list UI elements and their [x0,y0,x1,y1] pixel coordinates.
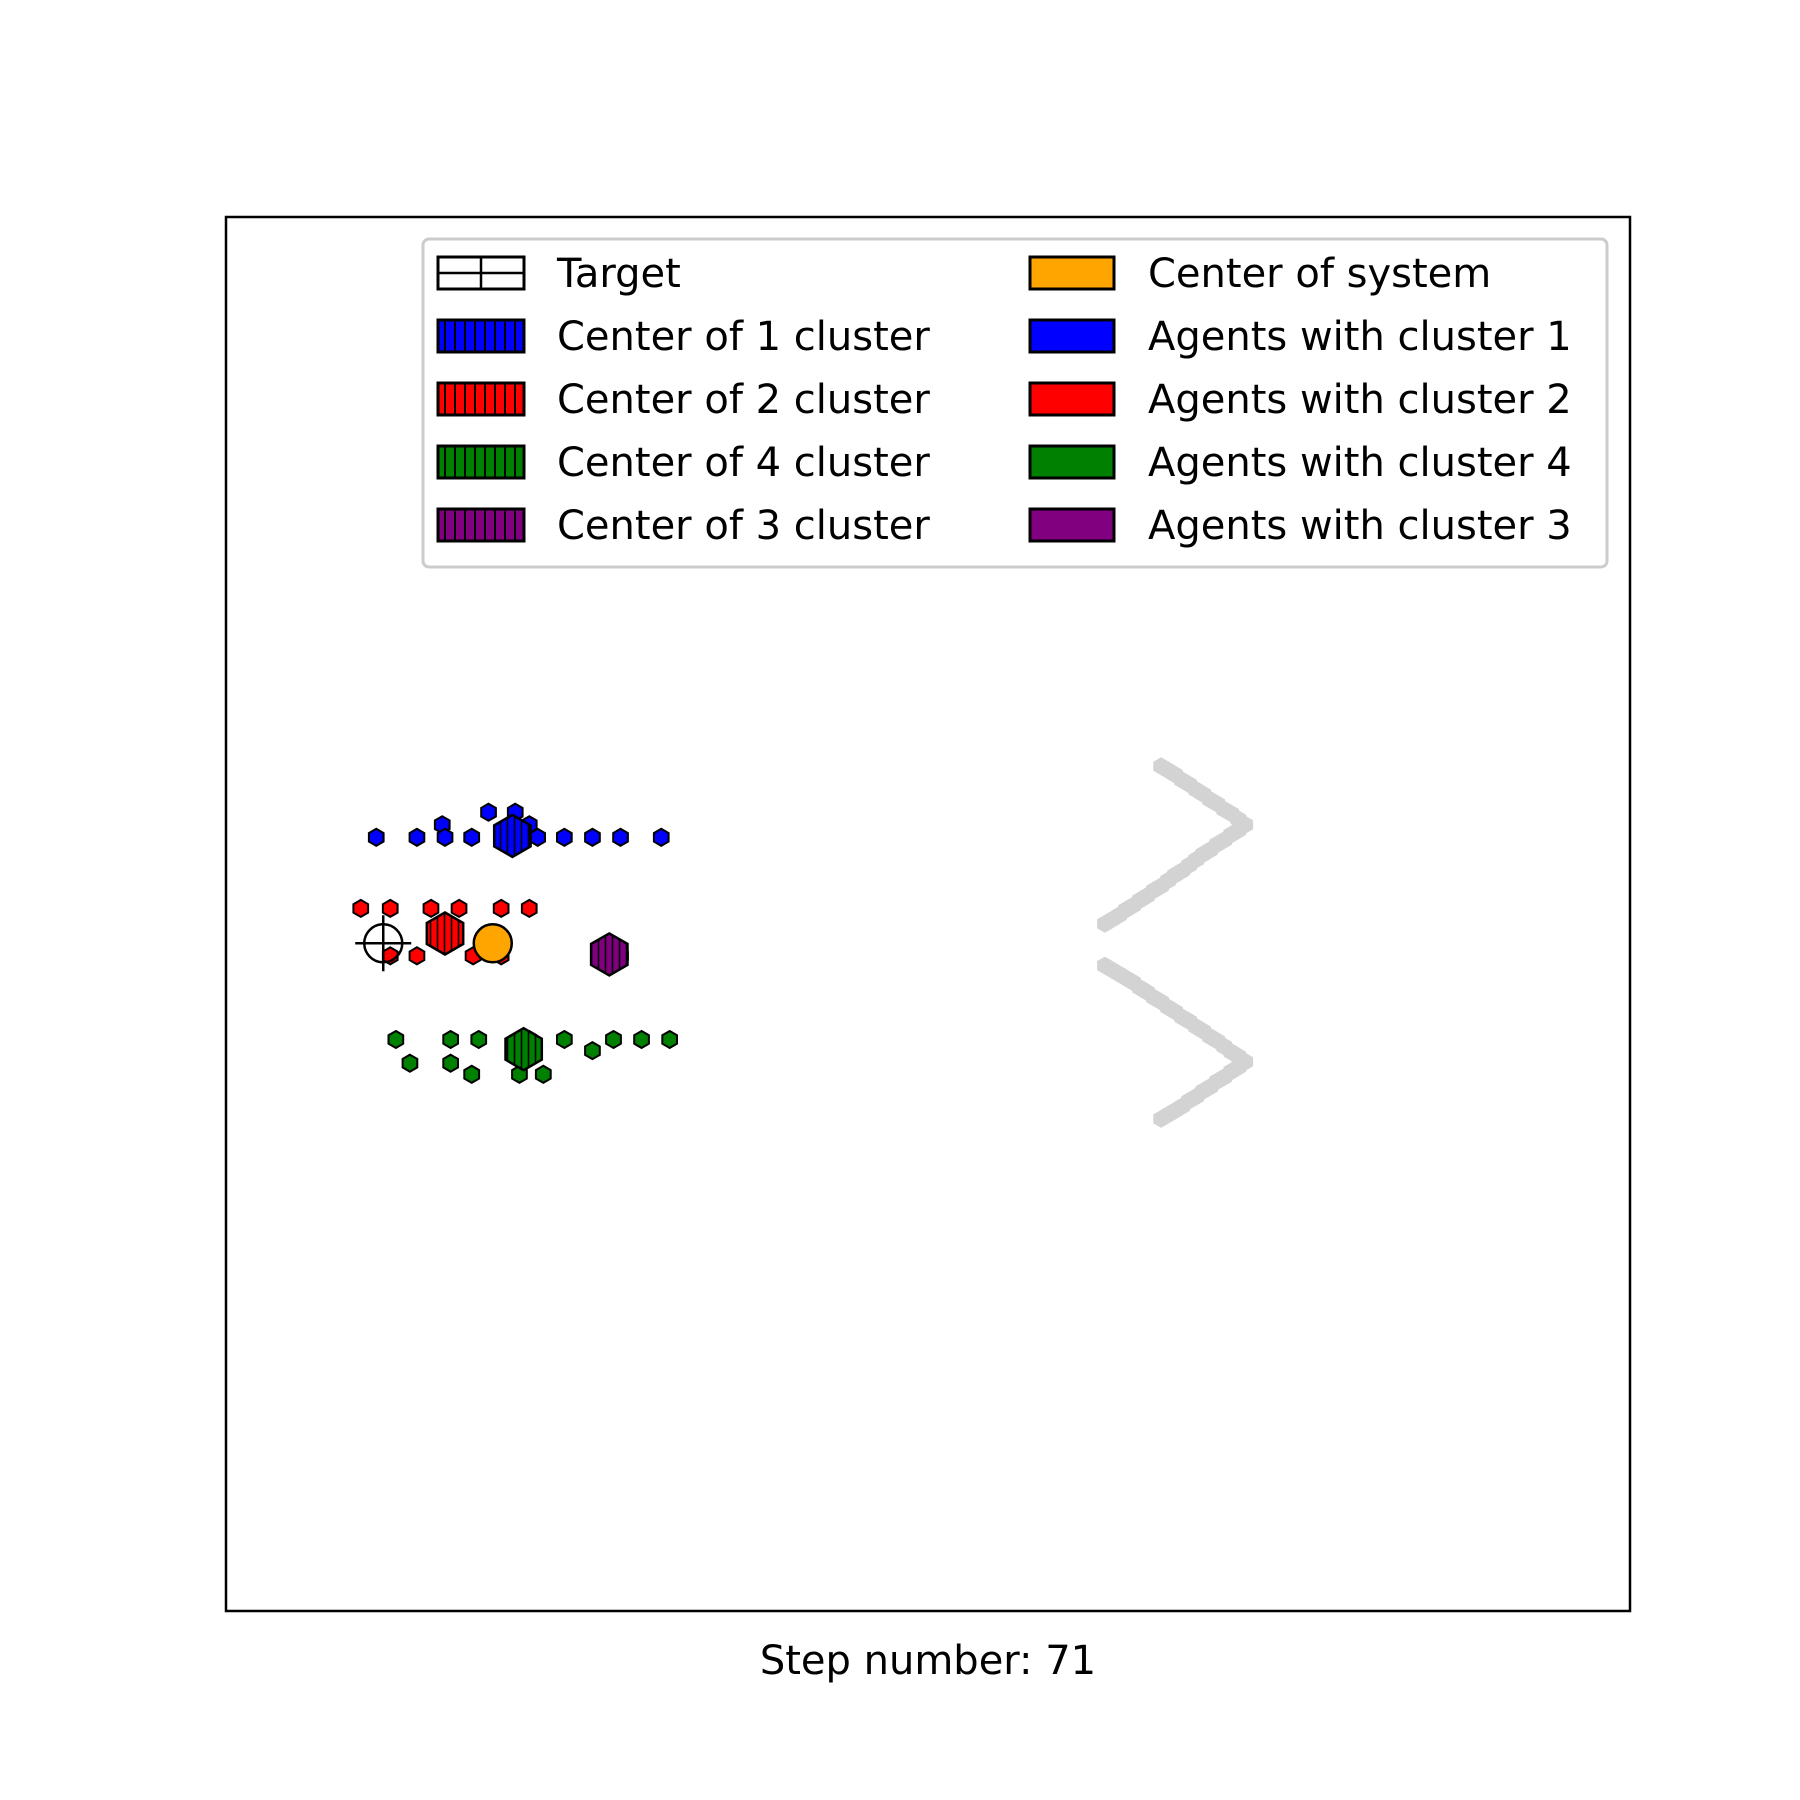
agent-cluster-4-point [633,1029,650,1050]
legend-entry: Agents with cluster 4 [1028,440,1572,486]
legend-entry: Center of 1 cluster [436,314,930,360]
plot-area [352,757,1254,1128]
legend-label: Target [556,251,681,297]
legend-label: Center of system [1148,251,1491,297]
agent-cluster-2-point [352,898,370,919]
agent-cluster-4-point [442,1053,459,1073]
legend-label: Center of 4 cluster [557,440,930,486]
cluster-4-center [504,1026,544,1072]
agent-cluster-1-point [556,827,573,847]
agent-cluster-2-point [408,946,426,966]
legend-entry: Center of system [1028,251,1491,297]
agent-cluster-1-point [652,827,670,847]
legend-swatch [1028,318,1116,354]
agent-cluster-1-point [612,827,629,847]
agent-cluster-1-point [584,827,601,847]
agent-cluster-1-point [463,827,481,847]
legend-entry: Center of 3 cluster [436,503,930,549]
system-center-marker [472,923,514,964]
agent-cluster-4-point [605,1029,622,1050]
agent-cluster-4-point [584,1040,601,1061]
agent-cluster-1-point [367,827,385,847]
cluster-3-center-hatch [589,931,629,977]
obstacle-layer [1097,757,1254,1128]
legend-swatch [1028,444,1116,480]
agent-cluster-1-point [480,802,497,822]
agent-cluster-4-point [387,1029,405,1050]
agent-cluster-1-point [436,827,454,847]
legend-swatch [1028,381,1116,417]
agent-cluster-4-point [401,1053,419,1073]
legend-entry: Agents with cluster 3 [1028,503,1572,549]
legend-swatch [1028,255,1116,291]
legend-entry: Center of 4 cluster [436,440,930,486]
agent-cluster-4-point [442,1029,459,1050]
agent-cluster-2-point [520,898,538,919]
legend-swatch [1028,507,1116,543]
target-layer [355,915,412,972]
legend-label: Center of 2 cluster [557,377,930,423]
legend-swatch-hatch [436,381,526,417]
cluster-2-center-hatch [425,911,465,956]
cluster-1-center [492,813,532,859]
legend-label: Agents with cluster 3 [1148,503,1572,549]
agent-cluster-4-point [470,1029,488,1050]
legend-entry: Center of 2 cluster [436,377,930,423]
x-axis-label: Step number: 71 [760,1638,1096,1684]
agent-cluster-2-point [381,898,399,919]
legend-label: Center of 1 cluster [557,314,930,360]
agent-cluster-4-point [556,1029,573,1050]
cluster-4-center-hatch [504,1026,544,1072]
obstacle-cell [1097,914,1113,933]
cluster-1-center-hatch [492,813,532,859]
agent-cluster-2-point [450,898,468,919]
obstacle-cell [1153,1109,1169,1128]
legend-entry: Agents with cluster 2 [1028,377,1572,423]
agent-cluster-1-point [529,827,546,847]
target-marker [355,915,412,972]
agent-cluster-4-point [463,1064,481,1084]
agent-cluster-2-point [492,898,510,919]
legend-label: Center of 3 cluster [557,503,930,549]
legend-label: Agents with cluster 2 [1148,377,1572,423]
legend-entry: Target [436,251,681,297]
legend-label: Agents with cluster 1 [1148,314,1572,360]
legend-swatch-hatch [436,507,526,543]
agent-cluster-4-point [661,1029,678,1050]
cluster-3-center [589,931,629,977]
legend-frame [421,237,1609,569]
legend: Target Center of 1 cluster Center of 2 clu… [421,237,1609,569]
agent-cluster-1-point [408,827,426,847]
cluster-2-center [425,911,465,956]
cluster-centers-layer [425,813,629,1072]
legend-swatch-hatch [436,444,526,480]
legend-swatch-hatch [436,318,526,354]
agent-cluster-2-point [422,898,440,919]
agent-cluster-4-point [534,1064,552,1084]
legend-label: Agents with cluster 4 [1148,440,1572,486]
legend-entry: Agents with cluster 1 [1028,314,1572,360]
